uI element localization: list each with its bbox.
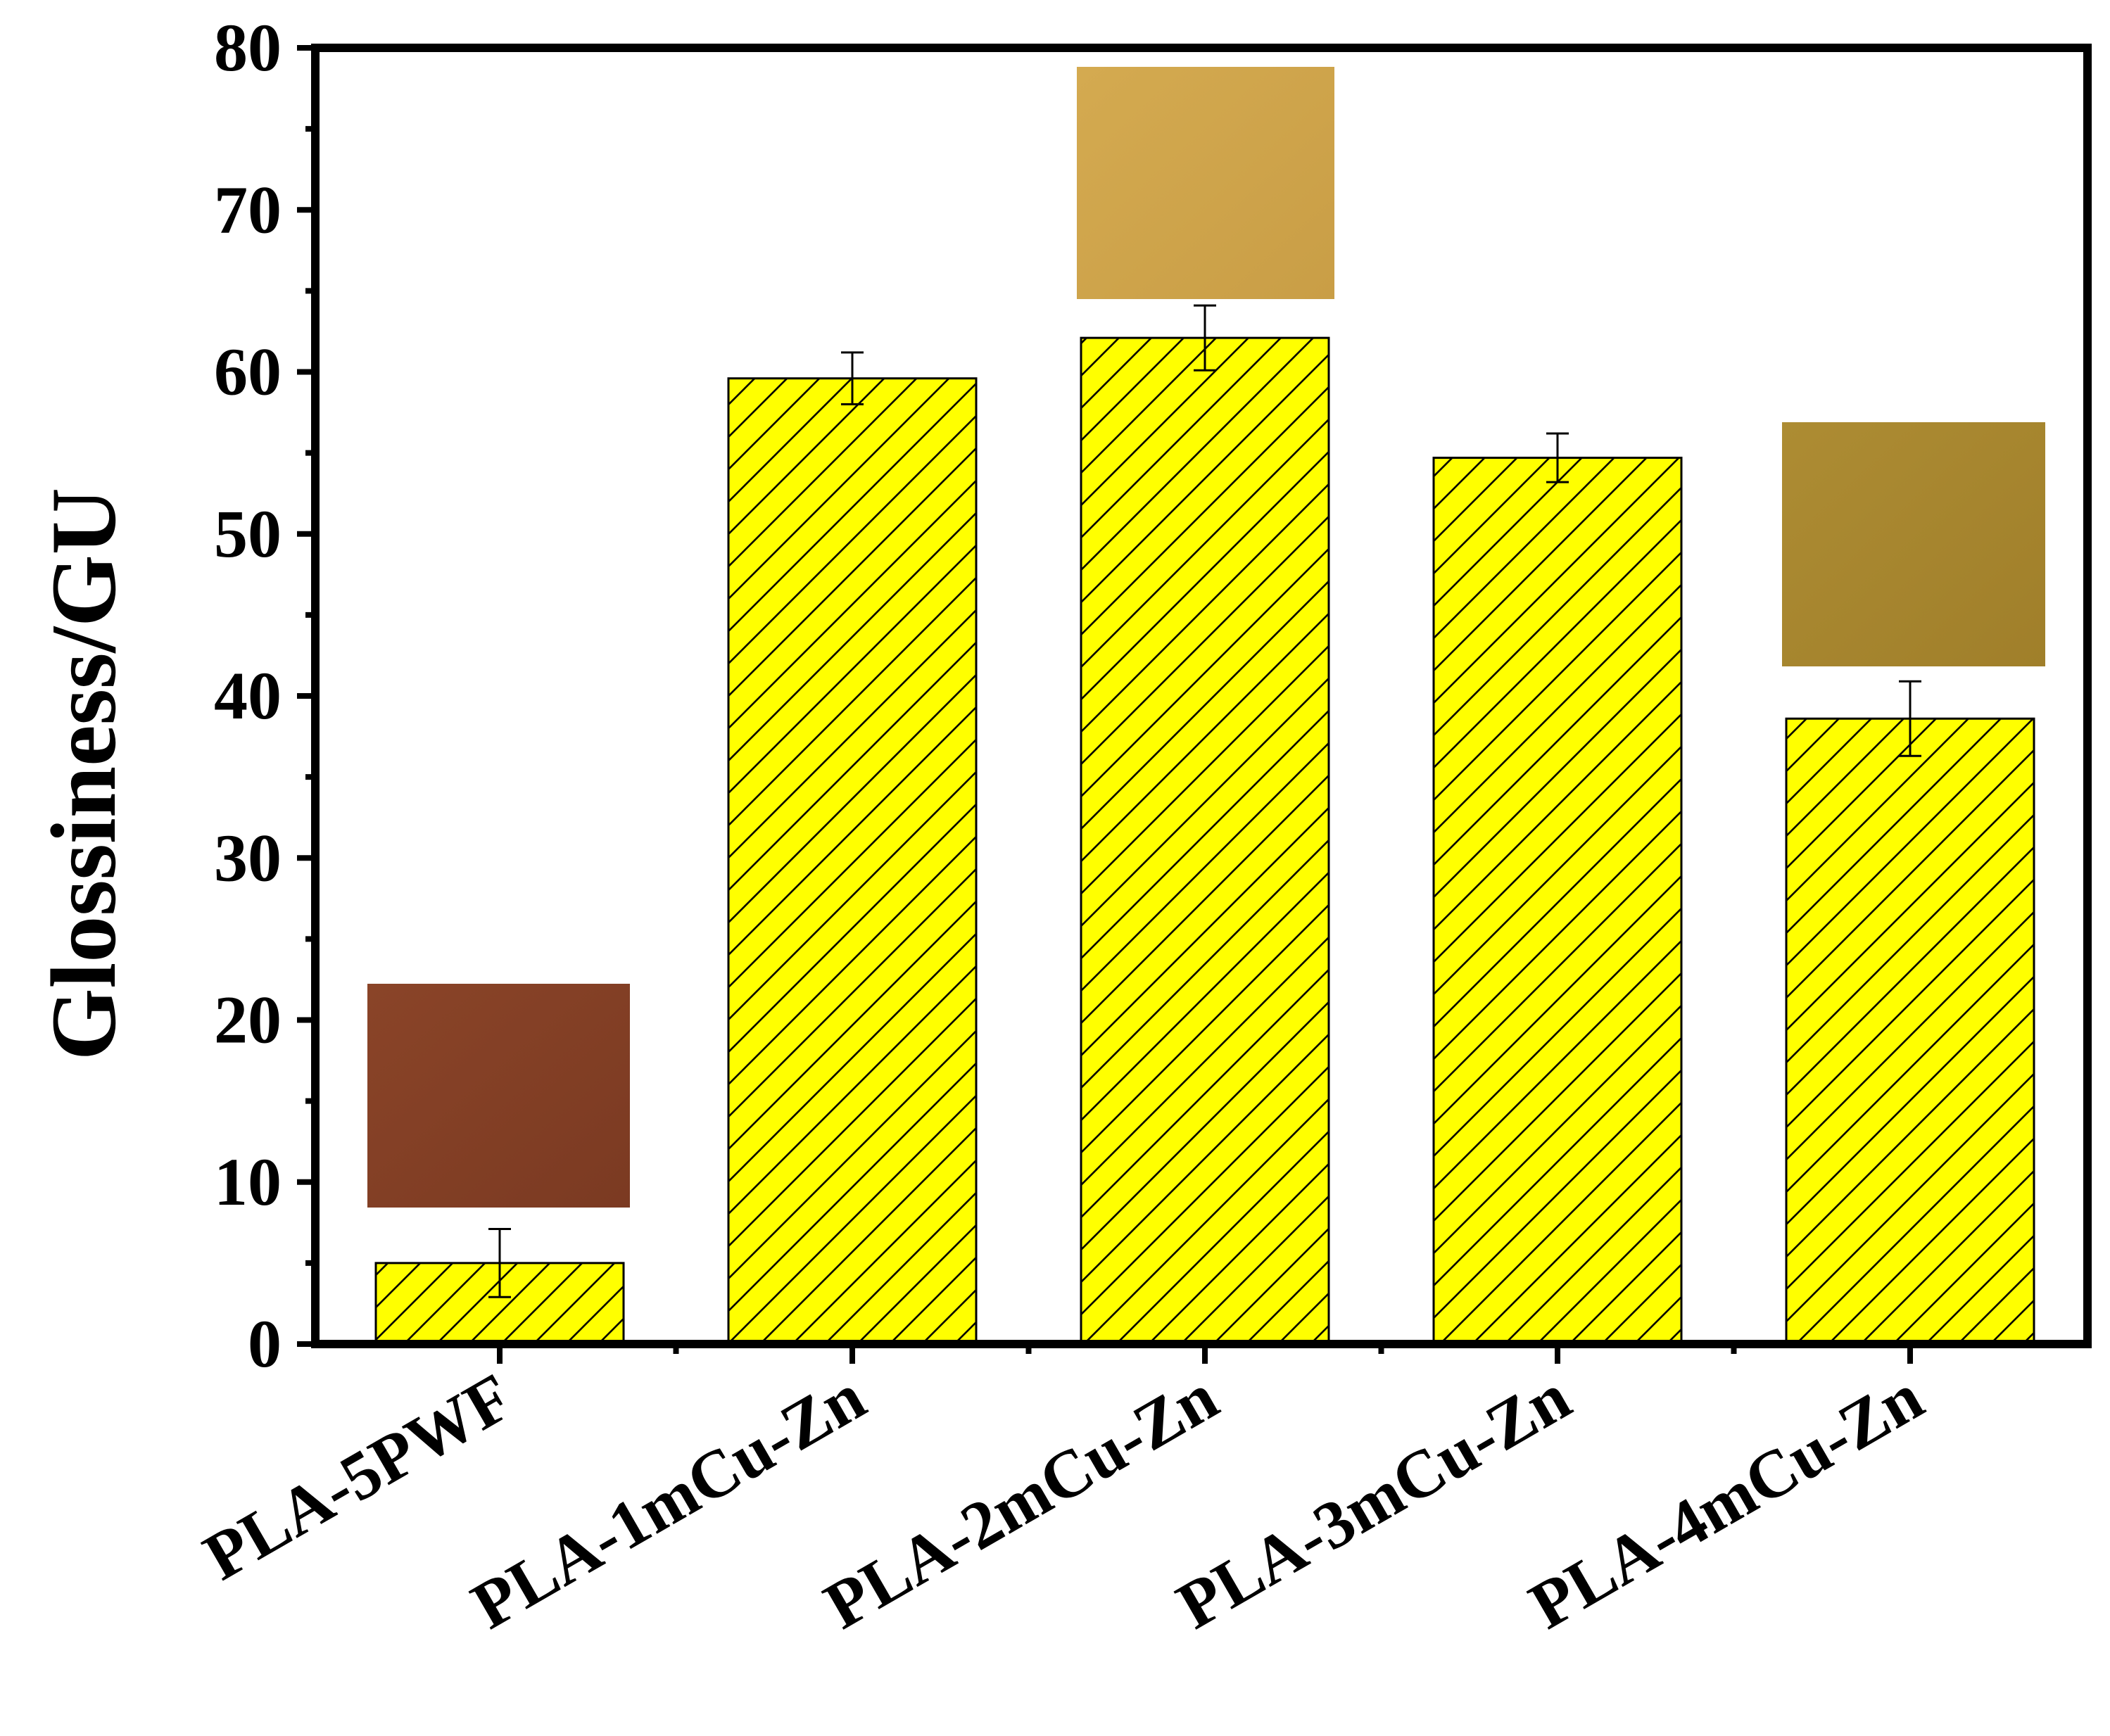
bar-pla-3mcu-zn [1432,457,1683,1345]
error-bar-pla-4mcu-zn [1899,680,1921,757]
y-tick-label: 30 [214,820,282,895]
y-tick-label: 60 [214,334,282,410]
bar-pla-2mcu-zn [1080,336,1330,1345]
sample-inset-layer [367,67,2045,1208]
sample-swatch-pla-5pwf [367,984,630,1208]
error-bar-pla-2mcu-zn [1194,304,1216,372]
error-bar-pla-3mcu-zn [1546,432,1569,483]
bar-pla-1mcu-zn [727,377,978,1345]
x-tick-label: PLA-3mCu-Zn [1165,1359,1583,1644]
sample-swatch-pla-4mcu-zn [1782,422,2045,666]
y-tick-label: 50 [214,496,282,571]
y-tick-label: 0 [248,1306,282,1381]
bar-pla-4mcu-zn [1785,717,2035,1345]
y-tick-label: 40 [214,658,282,733]
y-tick-label: 80 [214,10,282,85]
error-bar-pla-5pwf [488,1228,511,1298]
x-tick-label: PLA-5PWF [191,1359,525,1595]
sample-swatch-pla-2mcu-zn [1077,67,1334,299]
x-tick-label: PLA-4mCu-Zn [1517,1359,1935,1644]
error-bar-pla-1mcu-zn [841,351,864,406]
x-tick-label: PLA-2mCu-Zn [812,1359,1230,1644]
y-tick-label: 20 [214,982,282,1058]
bars-layer [374,304,2035,1345]
y-axis-label: Glossiness/GU [32,488,135,1060]
y-tick-label: 10 [214,1144,282,1219]
y-tick-label: 70 [214,172,282,247]
x-tick-label: PLA-1mCu-Zn [460,1359,878,1644]
